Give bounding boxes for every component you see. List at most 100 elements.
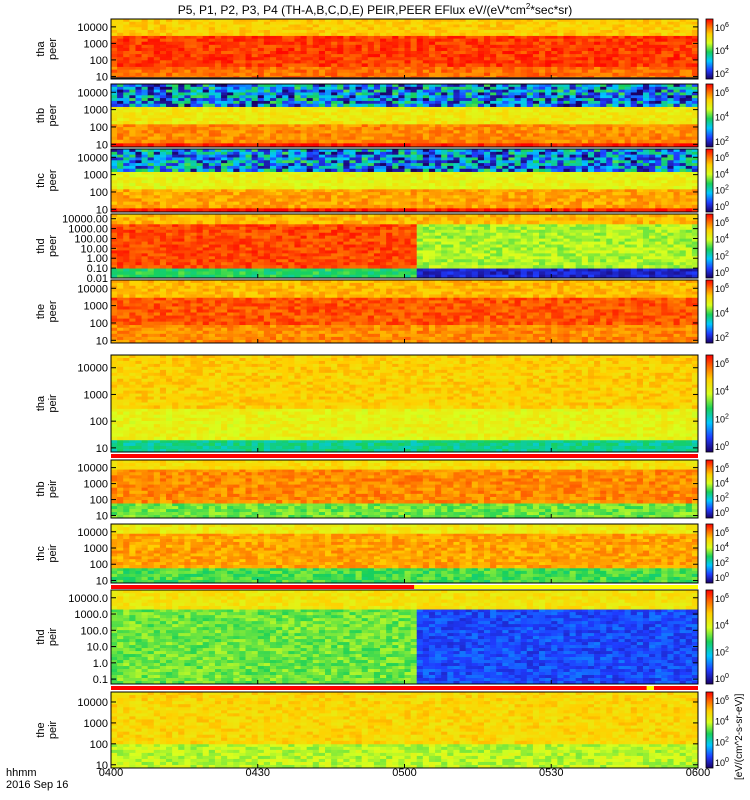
spectrogram-cell [178,51,185,55]
spectrogram-cell [447,19,454,23]
spectrogram-cell [661,54,668,58]
spectrogram-cell [532,24,540,28]
spectrogram-cell [428,32,436,36]
spectrogram-cell [331,72,338,77]
spectrogram-cell [337,142,344,148]
spectrogram-cell [655,198,662,202]
spectrogram-cell [496,60,503,64]
spectrogram-cell [508,84,515,88]
spectrogram-cell [141,112,149,116]
spectrogram-cell [190,204,197,209]
y-tick-label: 10000 [77,22,108,34]
spectrogram-cell [233,115,240,119]
spectrogram-cell [416,188,424,193]
spectrogram-cell [642,142,650,148]
spectrogram-cell [392,24,399,28]
spectrogram-cell [581,192,589,196]
spectrogram-cell [263,57,271,61]
spectrogram-cell [367,30,375,34]
spectrogram-cell [422,180,430,184]
spectrogram-cell [196,177,204,181]
spectrogram-cell [471,121,479,125]
spectrogram-cell [269,21,277,25]
spectrogram-cell [214,54,222,58]
spectrogram-cell [575,115,583,119]
spectrogram-cell [594,133,601,137]
spectrogram-cell [441,106,448,110]
spectrogram-cell [245,72,253,77]
spectrogram-cell [398,103,405,107]
spectrogram-cell [263,63,271,67]
spectrogram-cell [655,69,662,74]
spectrogram-cell [441,72,448,77]
spectrogram-cell [257,35,265,40]
spectrogram-cell [447,27,454,31]
spectrogram-cell [202,188,210,193]
spectrogram-cell [667,69,674,74]
spectrogram-cell [196,186,204,190]
spectrogram-cell [594,44,601,49]
spectrogram-cell [545,123,552,128]
spectrogram-cell [166,123,173,128]
spectrogram-cell [367,171,375,175]
spectrogram-cell [483,195,491,199]
spectrogram-cell [563,133,570,137]
spectrogram-cell [288,27,295,31]
spectrogram-cell [459,127,467,131]
spectrogram-cell [337,19,344,23]
spectrogram-cell [159,44,167,49]
spectrogram-cell [587,100,595,105]
spectrogram-cell [453,142,460,148]
spectrogram-cell [166,66,173,71]
spectrogram-cell [331,204,338,209]
spectrogram-cell [184,139,191,144]
spectrogram-cell [288,183,295,187]
spectrogram-cell [239,72,246,77]
spectrogram-cell [416,174,424,178]
spectrogram-cell [465,139,473,144]
spectrogram-cell [135,98,142,102]
spectrogram-cell [532,109,540,113]
spectrogram-cell [239,47,246,52]
spectrogram-cell [526,95,534,99]
spectrogram-cell [380,41,387,46]
spectrogram-cell [575,60,583,64]
spectrogram-cell [453,123,460,128]
spectrogram-cell [208,186,216,190]
spectrogram-cell [190,112,197,116]
spectrogram-cell [153,19,161,23]
spectrogram-cell [459,32,467,36]
spectrogram-cell [257,186,265,190]
spectrogram-cell [294,177,301,181]
spectrogram-cell [202,204,210,209]
spectrogram-cell [520,21,528,25]
spectrogram-cell [147,192,155,196]
spectrogram-cell [691,133,699,137]
spectrogram-cell [361,177,369,181]
spectrogram-cell [679,136,687,141]
spectrogram-cell [373,118,381,122]
spectrogram-cell [141,72,149,77]
spectrogram-cell [465,66,473,71]
spectrogram-cell [367,127,375,131]
spectrogram-cell [306,109,314,113]
spectrogram-cell [111,27,118,31]
spectrogram-cell [575,204,583,209]
spectrogram-cell [557,47,564,52]
spectrogram-cell [526,112,534,116]
spectrogram-cell [655,30,662,34]
spectrogram-cell [661,60,668,64]
spectrogram-cell [373,57,381,61]
spectrogram-cell [673,60,681,64]
spectrogram-cell [422,106,430,110]
spectrogram-cell [300,92,308,96]
spectrogram-cell [178,35,185,40]
spectrogram-cell [178,72,185,77]
spectrogram-cell [428,130,436,134]
spectrogram-cell [227,84,234,88]
spectrogram-cell [551,98,558,102]
spectrogram-cell [410,130,418,134]
spectrogram-cell [318,44,326,49]
spectrogram-cell [655,201,662,206]
spectrogram-cell [404,100,412,105]
